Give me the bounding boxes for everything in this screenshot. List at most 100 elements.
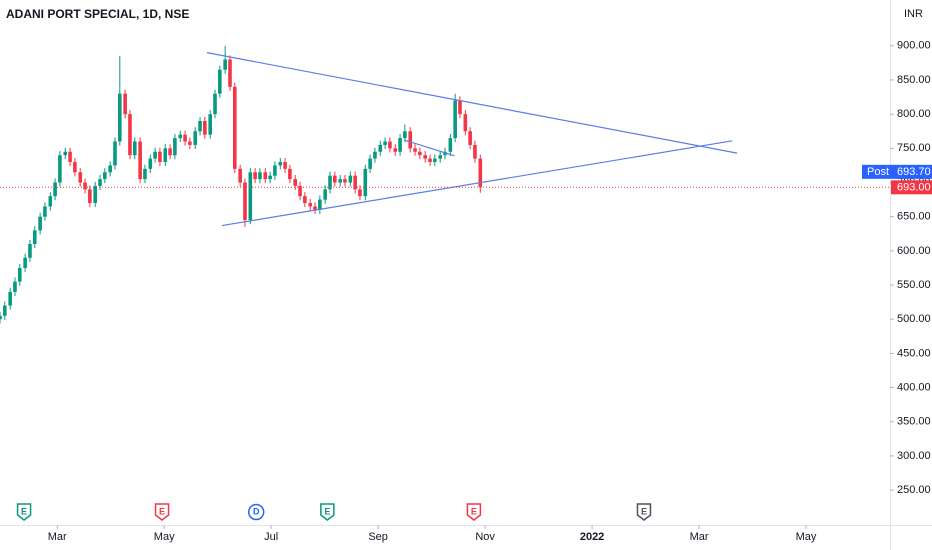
candle — [58, 151, 62, 187]
event-icon — [320, 503, 335, 521]
candle — [48, 192, 53, 211]
candle-body — [243, 182, 247, 221]
candle-body — [178, 134, 183, 139]
candle-body — [268, 175, 272, 180]
candle-body — [438, 155, 442, 159]
candle — [333, 171, 337, 187]
candle — [323, 185, 327, 204]
candle — [328, 171, 332, 194]
candle-body — [283, 162, 287, 169]
x-tick-label: Mar — [690, 531, 709, 543]
candle — [23, 253, 27, 273]
y-tick-label: 600.00 — [897, 245, 931, 257]
candle-body — [403, 131, 407, 139]
x-tick-label: Sep — [368, 531, 388, 543]
candle — [138, 137, 142, 184]
event-icon — [466, 503, 482, 521]
candle — [348, 171, 353, 187]
candle — [393, 144, 398, 156]
candle-body — [53, 182, 57, 197]
candle — [268, 171, 272, 184]
candle-body — [83, 182, 87, 190]
candle — [153, 147, 157, 163]
candle-body — [273, 165, 277, 176]
candle-body — [383, 141, 387, 145]
candle — [93, 181, 98, 208]
candle — [68, 147, 72, 167]
candle-body — [48, 196, 53, 207]
candle-body — [108, 165, 112, 173]
candle — [243, 178, 247, 227]
x-tick-label: May — [154, 531, 175, 543]
candle-body — [183, 134, 187, 142]
candle-body — [128, 114, 132, 156]
candle — [423, 151, 428, 163]
candle-body — [28, 244, 32, 258]
candle — [248, 168, 253, 225]
candle-body — [248, 172, 253, 221]
candle-body — [13, 281, 17, 292]
candle-body — [388, 141, 392, 149]
candle — [338, 175, 342, 187]
candle — [223, 45, 227, 74]
y-tick-label: 300.00 — [897, 450, 931, 462]
candle-body — [32, 230, 37, 245]
candle-body — [313, 206, 317, 210]
candle — [158, 147, 162, 167]
candle — [178, 130, 183, 143]
candle — [183, 130, 187, 146]
event-label: E — [471, 506, 477, 516]
candle — [98, 175, 102, 191]
x-tick-label: May — [796, 531, 817, 543]
candle-body — [278, 162, 283, 166]
candle-body — [263, 172, 268, 180]
candle-body — [208, 114, 212, 135]
candle — [313, 202, 317, 214]
candle — [228, 55, 232, 91]
event-icon — [16, 503, 32, 521]
candle-body — [458, 100, 462, 115]
event-label: E — [324, 506, 330, 516]
candle — [253, 168, 257, 184]
candle-body — [138, 141, 142, 180]
candle-body — [468, 131, 472, 145]
candle — [418, 147, 422, 160]
candle — [373, 147, 377, 163]
trend-line — [221, 140, 733, 227]
candle — [233, 82, 237, 173]
candle — [343, 175, 347, 187]
candle — [308, 198, 313, 211]
candle — [318, 195, 322, 214]
candle-body — [413, 148, 417, 152]
candle-body — [103, 172, 107, 180]
candle — [363, 164, 368, 201]
candle — [173, 133, 177, 160]
candle — [43, 202, 47, 221]
candle-body — [8, 291, 12, 306]
candle — [143, 164, 147, 184]
candle — [293, 175, 298, 191]
event-label: E — [159, 506, 165, 516]
candle-body — [253, 172, 257, 180]
candle-body — [323, 189, 327, 200]
candle-body — [478, 158, 483, 188]
candle — [368, 154, 372, 173]
candle-body — [408, 131, 413, 149]
candle-body — [348, 175, 353, 183]
candle — [283, 157, 287, 173]
candle — [468, 127, 472, 150]
candle-body — [73, 162, 77, 173]
y-tick-label: 650.00 — [897, 211, 931, 223]
candle-body — [448, 138, 453, 152]
candle-body — [38, 216, 42, 231]
candle-body — [173, 138, 177, 156]
candle — [13, 277, 17, 296]
candle — [443, 147, 447, 160]
y-tick-label: 500.00 — [897, 313, 931, 325]
candle — [413, 144, 417, 156]
candle — [17, 263, 22, 286]
candle-body — [453, 100, 457, 139]
candle-body — [258, 172, 262, 180]
candle-body — [308, 203, 313, 207]
candle-body — [143, 168, 147, 180]
